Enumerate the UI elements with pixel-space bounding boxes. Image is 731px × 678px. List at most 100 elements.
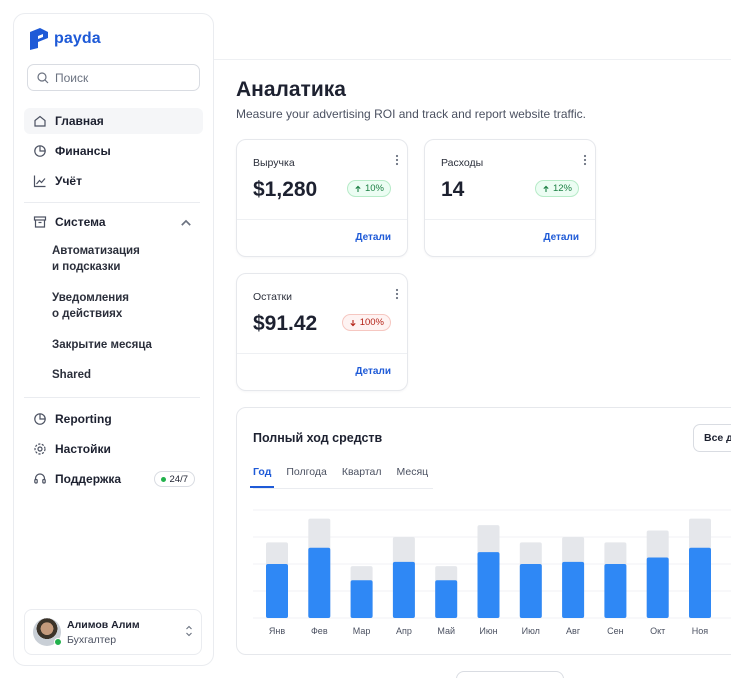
tabs-underline	[253, 488, 433, 489]
chart-x-tick-label: Июн	[479, 626, 497, 636]
chart-x-tick-label: Окт	[650, 626, 665, 636]
line-chart-icon	[33, 175, 46, 188]
period-tabs: Год Полгода Квартал Месяц	[249, 464, 443, 488]
sidebar-item-label: Главная	[55, 114, 104, 128]
chevron-up-icon[interactable]	[179, 216, 193, 230]
cashflow-panel: Полный ход средств Все де Год Полгода Кв…	[236, 407, 731, 655]
search-input[interactable]	[55, 70, 195, 85]
change-badge: 10%	[346, 180, 391, 197]
pie-chart-icon	[34, 413, 46, 425]
chart-bar[interactable]	[519, 564, 542, 618]
card-divider	[237, 219, 407, 220]
cashflow-bar-chart: Янв Фев Мар Апр Май Июн Июл Авг Сен Окт Ноя	[253, 509, 731, 636]
stat-card-revenue: Выручка $1,280 10% Детали	[236, 139, 408, 257]
avatar	[33, 618, 62, 646]
arrow-down-icon	[350, 319, 356, 326]
sidebar-item-settings[interactable]: Настойки	[24, 436, 203, 462]
header-divider	[214, 59, 731, 60]
chart-x-tick-label: Июл	[522, 626, 540, 636]
chart-x-tick-label: Сен	[607, 626, 624, 636]
chart-bar[interactable]	[435, 580, 458, 618]
card-divider	[425, 219, 595, 220]
sidebar-subitem-notifications[interactable]: Уведомления о действиях	[52, 292, 129, 320]
search-icon	[37, 71, 49, 83]
change-value: 10%	[364, 183, 384, 194]
sidebar-subitem-shared[interactable]: Shared	[52, 369, 91, 381]
load-more-button[interactable]	[456, 671, 564, 678]
chart-x-tick-label: Янв	[269, 626, 285, 636]
logo[interactable]: payda	[30, 28, 101, 50]
more-vertical-icon[interactable]	[395, 154, 399, 166]
card-value: $91.42	[253, 312, 318, 335]
chart-bar[interactable]	[604, 564, 627, 618]
arrow-up-icon	[355, 185, 361, 192]
chart-bar[interactable]	[477, 552, 500, 618]
chart-x-tick-label: Ноя	[692, 626, 709, 636]
divider	[24, 397, 200, 398]
chart-bar[interactable]	[350, 580, 373, 618]
card-label: Расходы	[441, 157, 484, 169]
sidebar-item-finance[interactable]: Финансы	[24, 138, 203, 164]
divider	[24, 202, 200, 203]
details-link[interactable]: Детали	[543, 232, 579, 243]
card-label: Остатки	[253, 291, 292, 303]
online-status-dot	[54, 638, 62, 646]
chart-bar[interactable]	[646, 557, 669, 618]
chart-x-tick-label: Май	[437, 626, 455, 636]
tab-month[interactable]: Месяц	[396, 466, 429, 478]
gear-icon	[34, 443, 46, 455]
details-link[interactable]: Детали	[355, 366, 391, 377]
sidebar-subitem-automation[interactable]: Автоматизация и подсказки	[52, 245, 140, 273]
sidebar-item-label: Поддержка	[55, 472, 122, 486]
search-box[interactable]	[27, 64, 200, 91]
panel-title: Полный ход средств	[253, 431, 383, 445]
chart-bar[interactable]	[562, 561, 585, 618]
tab-year[interactable]: Год	[249, 464, 275, 488]
sidebar-item-system[interactable]: Система	[24, 209, 203, 235]
sidebar-item-accounting[interactable]: Учёт	[24, 168, 203, 194]
support-badge-label: 24/7	[169, 473, 189, 485]
sidebar: payda Главная Финансы Учёт Система Автом…	[13, 13, 214, 666]
card-value: 14	[441, 178, 465, 201]
headset-icon	[34, 473, 46, 484]
stat-card-balance: Остатки $91.42 100% Детали	[236, 273, 408, 391]
chevron-up-down-icon[interactable]	[185, 624, 193, 638]
tab-half-year[interactable]: Полгода	[286, 466, 327, 478]
sidebar-item-label: Настойки	[55, 442, 111, 456]
change-badge: 100%	[341, 314, 391, 331]
chart-x-tick-label: Апр	[396, 626, 412, 636]
card-label: Выручка	[253, 157, 295, 169]
card-divider	[237, 353, 407, 354]
change-value: 12%	[552, 183, 572, 194]
user-card[interactable]: Алимов Алим Бухгалтер	[24, 609, 202, 655]
sidebar-item-label: Reporting	[55, 412, 112, 426]
page-title: Аналатика	[236, 78, 346, 101]
logo-text: payda	[54, 30, 101, 47]
sidebar-item-label: Финансы	[55, 144, 111, 158]
pie-chart-icon	[34, 145, 46, 157]
page-subtitle: Measure your advertising ROI and track a…	[236, 107, 586, 121]
chart-bar[interactable]	[266, 564, 288, 618]
card-value: $1,280	[253, 178, 318, 201]
chart-bar[interactable]	[689, 547, 711, 618]
chart-bar[interactable]	[308, 547, 331, 618]
user-role: Бухгалтер	[67, 634, 117, 646]
chart-bar[interactable]	[392, 561, 415, 618]
sidebar-item-home[interactable]: Главная	[24, 108, 203, 134]
archive-icon	[33, 216, 47, 228]
stat-card-expenses: Расходы 14 12% Детали	[424, 139, 596, 257]
more-vertical-icon[interactable]	[583, 154, 587, 166]
details-link[interactable]: Детали	[355, 232, 391, 243]
more-vertical-icon[interactable]	[395, 288, 399, 300]
arrow-up-icon	[543, 185, 549, 192]
filter-dropdown[interactable]: Все де	[693, 424, 731, 452]
chart-x-tick-label: Фев	[311, 626, 328, 636]
sidebar-item-reporting[interactable]: Reporting	[24, 406, 203, 432]
tab-quarter[interactable]: Квартал	[341, 466, 382, 478]
sidebar-subitem-month-close[interactable]: Закрытие месяца	[52, 339, 152, 351]
change-badge: 12%	[534, 180, 579, 197]
chart-x-tick-label: Мар	[353, 626, 371, 636]
change-value: 100%	[359, 317, 384, 328]
sidebar-item-support[interactable]: Поддержка 24/7	[24, 466, 203, 492]
chart-x-tick-label: Авг	[566, 626, 581, 636]
